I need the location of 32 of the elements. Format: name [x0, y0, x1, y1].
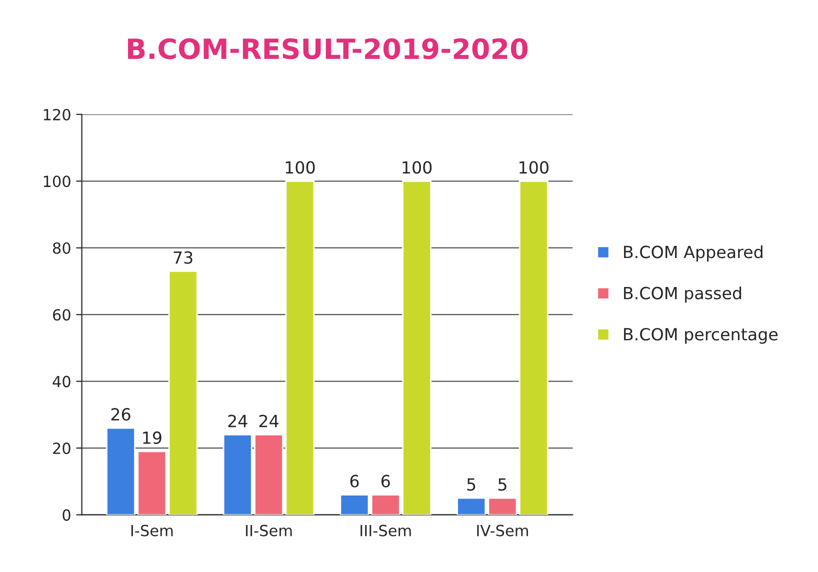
- y-tick-label: 60: [53, 309, 70, 321]
- y-tick-label: 20: [53, 442, 70, 454]
- bar: [488, 497, 518, 515]
- y-tick-label: 0: [62, 509, 70, 521]
- legend-label: B.COM Appeared: [624, 245, 762, 262]
- data-label: 100: [520, 161, 548, 174]
- x-tick-label: IV-Sem: [477, 524, 528, 536]
- data-label: 100: [286, 161, 315, 174]
- data-label: 24: [259, 414, 278, 428]
- y-tick-label: 100: [44, 176, 70, 188]
- data-label: 19: [143, 431, 162, 444]
- data-label: 100: [402, 161, 432, 174]
- legend-label: B.COM percentage: [624, 328, 778, 344]
- x-tick-label: II-Sem: [246, 524, 292, 536]
- bar: [168, 270, 198, 515]
- data-label: 5: [467, 478, 476, 491]
- bar: [456, 497, 486, 515]
- legend-label: B.COM passed: [624, 286, 742, 303]
- y-tick-label: 40: [52, 376, 70, 388]
- bar: [518, 180, 548, 515]
- y-tick-label: 80: [52, 242, 70, 254]
- data-label: 5: [498, 478, 506, 491]
- x-tick-label: III-Sem: [360, 524, 411, 536]
- data-label: 6: [381, 474, 390, 488]
- data-label: 73: [174, 251, 192, 264]
- x-tick-label: I-Sem: [131, 524, 173, 536]
- bar: [340, 494, 370, 515]
- data-label: 26: [111, 408, 130, 421]
- chart-title: B.COM-RESULT-2019-2020: [128, 38, 528, 60]
- data-label: 6: [350, 474, 359, 488]
- y-tick-label: 120: [44, 108, 70, 120]
- data-label: 24: [228, 414, 248, 428]
